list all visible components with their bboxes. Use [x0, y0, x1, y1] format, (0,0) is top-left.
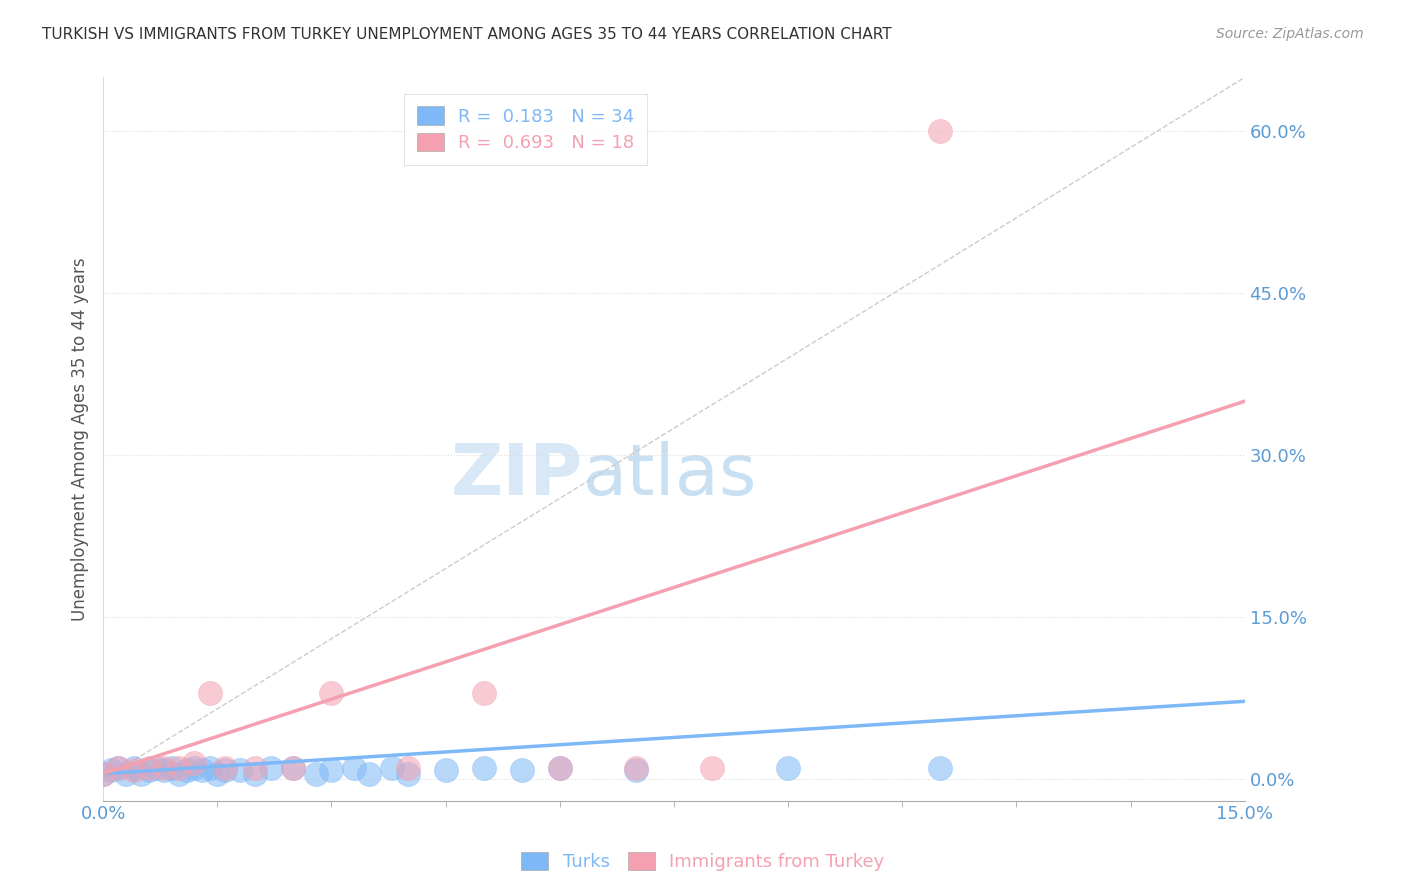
Point [153, 761, 176, 775]
Point [624, 764, 647, 778]
Point [283, 761, 305, 775]
Text: Source: ZipAtlas.com: Source: ZipAtlas.com [1216, 27, 1364, 41]
Point [191, 764, 214, 778]
Point [776, 761, 799, 775]
Point [929, 124, 952, 138]
Point [176, 764, 198, 778]
Point [359, 766, 381, 780]
Point [472, 761, 495, 775]
Point [198, 761, 221, 775]
Legend: Turks, Immigrants from Turkey: Turks, Immigrants from Turkey [515, 845, 891, 879]
Point [122, 764, 145, 778]
Point [245, 766, 267, 780]
Point [167, 766, 190, 780]
Text: atlas: atlas [582, 441, 756, 509]
Point [207, 766, 229, 780]
Point [381, 761, 404, 775]
Point [472, 686, 495, 700]
Point [548, 761, 571, 775]
Point [434, 764, 457, 778]
Point [929, 761, 952, 775]
Point [100, 764, 122, 778]
Point [214, 761, 236, 775]
Y-axis label: Unemployment Among Ages 35 to 44 years: Unemployment Among Ages 35 to 44 years [72, 257, 89, 621]
Text: TURKISH VS IMMIGRANTS FROM TURKEY UNEMPLOYMENT AMONG AGES 35 TO 44 YEARS CORRELA: TURKISH VS IMMIGRANTS FROM TURKEY UNEMPL… [42, 27, 891, 42]
Point [343, 761, 366, 775]
Point [107, 761, 129, 775]
Point [138, 764, 160, 778]
Point [214, 764, 236, 778]
Point [396, 761, 419, 775]
Point [183, 761, 205, 775]
Point [138, 761, 160, 775]
Point [548, 761, 571, 775]
Point [115, 766, 138, 780]
Point [107, 761, 129, 775]
Text: ZIP: ZIP [450, 441, 582, 509]
Point [396, 766, 419, 780]
Point [510, 764, 533, 778]
Point [305, 766, 328, 780]
Point [624, 761, 647, 775]
Point [129, 766, 152, 780]
Point [245, 761, 267, 775]
Point [167, 761, 190, 775]
Point [183, 756, 205, 770]
Point [145, 761, 167, 775]
Point [283, 761, 305, 775]
Point [91, 766, 114, 780]
Point [122, 761, 145, 775]
Point [700, 761, 723, 775]
Point [198, 686, 221, 700]
Point [153, 764, 176, 778]
Point [229, 764, 252, 778]
Legend: R =  0.183   N = 34, R =  0.693   N = 18: R = 0.183 N = 34, R = 0.693 N = 18 [404, 94, 647, 165]
Point [160, 761, 183, 775]
Point [321, 686, 343, 700]
Point [321, 764, 343, 778]
Point [259, 761, 281, 775]
Point [91, 766, 114, 780]
